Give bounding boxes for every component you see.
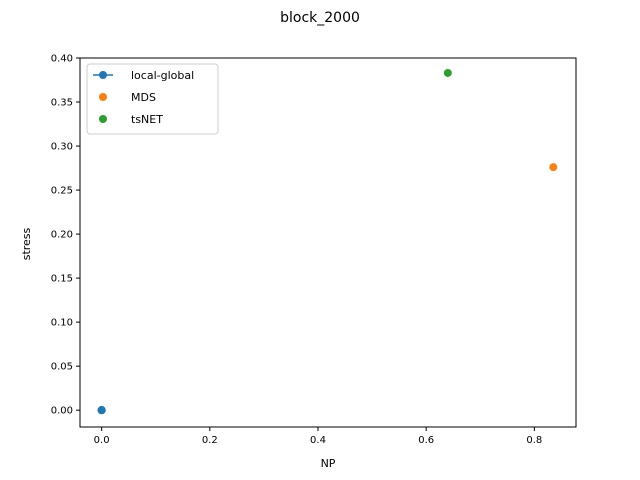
- legend-box: [86, 63, 219, 135]
- legend-item-mds: MDS: [99, 91, 156, 104]
- tsnet-point: [443, 68, 452, 77]
- y-tick-label: 0.35: [51, 98, 73, 109]
- x-axis: 0.0 0.2 0.4 0.6 0.8: [94, 427, 542, 446]
- y-tick-label: 0.40: [51, 54, 73, 65]
- legend-item-local-global: local-global: [93, 69, 194, 82]
- chart-title: block_2000: [280, 10, 360, 26]
- legend-marker: [99, 71, 107, 79]
- x-tick-label: 0.4: [310, 435, 326, 446]
- legend-label: local-global: [131, 69, 194, 82]
- x-tick-label: 0.2: [202, 435, 218, 446]
- local-global-point: [97, 406, 106, 415]
- y-axis-label: stress: [20, 227, 33, 260]
- y-tick-label: 0.10: [51, 318, 73, 329]
- y-tick-label: 0.30: [51, 142, 73, 153]
- y-tick-label: 0.00: [51, 406, 73, 417]
- legend-label: MDS: [131, 91, 156, 104]
- mds-point: [549, 163, 558, 172]
- x-tick-label: 0.8: [526, 435, 542, 446]
- y-tick-label: 0.05: [51, 362, 73, 373]
- legend: local-global MDS tsNET: [86, 63, 219, 135]
- legend-marker: [99, 115, 107, 123]
- y-tick-label: 0.20: [51, 230, 73, 241]
- y-tick-label: 0.25: [51, 186, 73, 197]
- x-tick-label: 0.0: [94, 435, 110, 446]
- legend-marker: [99, 93, 107, 101]
- x-tick-label: 0.6: [418, 435, 434, 446]
- x-axis-label: NP: [321, 457, 336, 470]
- legend-label: tsNET: [131, 113, 163, 126]
- y-tick-label: 0.15: [51, 274, 73, 285]
- y-axis: 0.00 0.05 0.10 0.15 0.20 0.25 0.30 0.35 0.40: [51, 54, 80, 417]
- legend-item-tsnet: tsNET: [99, 113, 163, 126]
- series-layer: [97, 68, 558, 415]
